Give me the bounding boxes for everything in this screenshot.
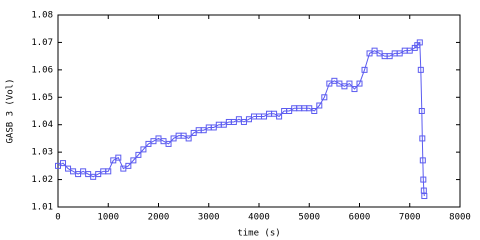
point-marker: [60, 160, 67, 167]
point-marker: [417, 66, 424, 73]
y-axis-label: GASB 3 (Vol): [6, 78, 16, 143]
point-marker: [135, 151, 142, 158]
point-marker: [351, 86, 358, 93]
x-axis-label: time (s): [237, 229, 280, 239]
point-marker: [418, 108, 425, 114]
point-marker: [105, 168, 112, 175]
point-marker: [346, 80, 353, 87]
y-tick-label: 1.07: [31, 38, 53, 48]
point-marker: [276, 113, 283, 120]
x-tick-label: 0: [55, 213, 60, 223]
y-tick-label: 1.02: [31, 175, 53, 185]
y-tick-label: 1.05: [31, 93, 53, 103]
point-marker: [416, 39, 423, 46]
point-marker: [419, 157, 426, 164]
point-marker: [321, 94, 328, 101]
x-tick-label: 5000: [298, 213, 320, 223]
point-marker: [419, 135, 426, 142]
x-tick-label: 7000: [399, 213, 421, 223]
x-tick-label: 2000: [148, 213, 170, 223]
point-marker: [316, 102, 323, 109]
point-marker: [311, 108, 318, 114]
x-tick-label: 4000: [248, 213, 270, 223]
point-marker: [420, 176, 427, 183]
x-tick-label: 1000: [97, 213, 119, 223]
point-marker: [165, 140, 172, 147]
y-tick-label: 1.01: [31, 203, 53, 213]
y-tick-label: 1.06: [31, 65, 53, 75]
x-tick-label: 8000: [449, 213, 471, 223]
plot-frame: [57, 14, 461, 208]
point-marker: [361, 66, 368, 73]
x-tick-label: 3000: [198, 213, 220, 223]
series-line: [57, 41, 425, 197]
point-marker: [421, 193, 428, 200]
point-marker: [140, 146, 147, 153]
y-tick-label: 1.08: [31, 11, 53, 21]
point-marker: [125, 162, 132, 169]
y-tick-label: 1.04: [31, 120, 53, 130]
x-tick-label: 6000: [349, 213, 371, 223]
point-marker: [356, 80, 363, 87]
point-marker: [130, 157, 137, 164]
y-tick-label: 1.03: [31, 148, 53, 158]
point-marker: [115, 154, 122, 161]
point-marker: [185, 135, 192, 142]
